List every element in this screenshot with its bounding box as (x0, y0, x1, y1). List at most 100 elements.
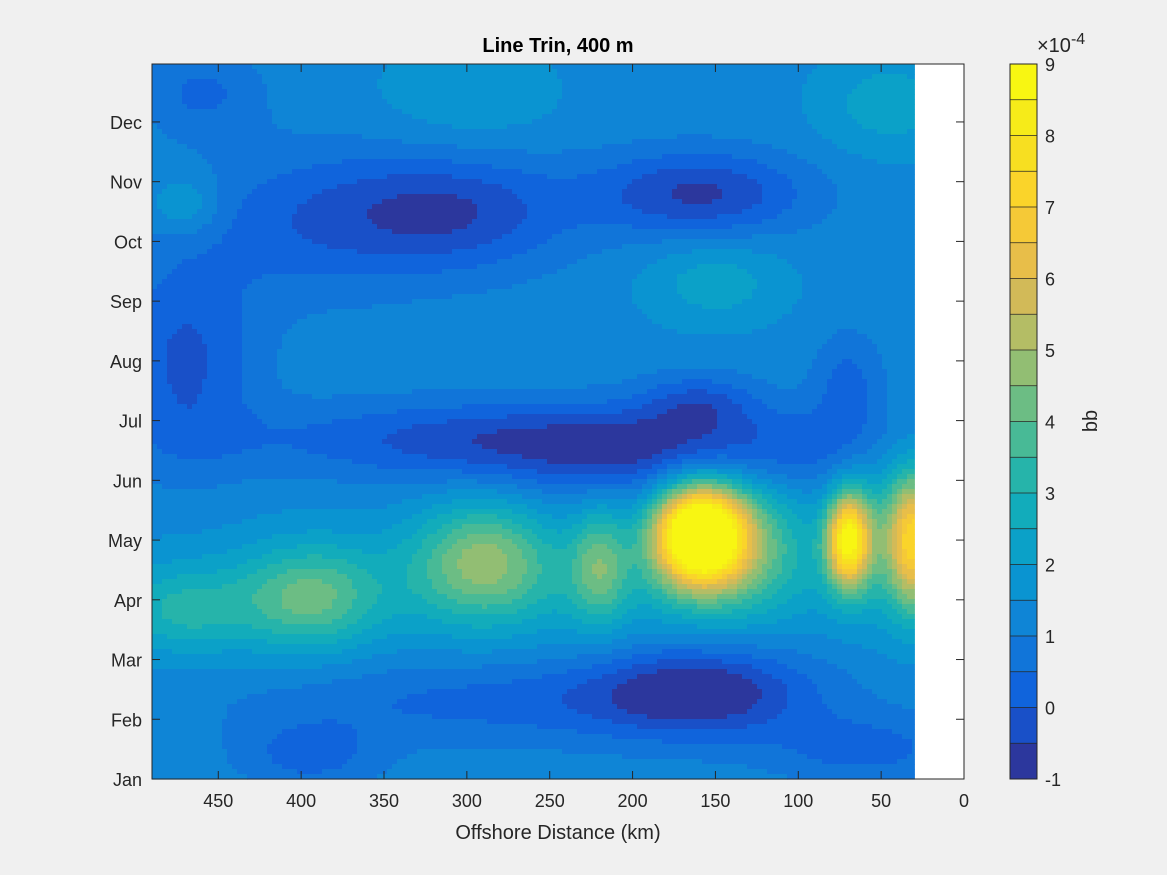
contour-cell (792, 509, 818, 515)
colorbar-tick-label: 7 (1045, 198, 1055, 218)
contour-cell (767, 324, 915, 330)
contour-cell (377, 594, 423, 600)
contour-cell (642, 509, 648, 515)
contour-cell (752, 139, 833, 145)
contour-cell (897, 489, 903, 495)
contour-cell (752, 374, 808, 380)
contour-cell (297, 544, 338, 550)
contour-cell (772, 594, 793, 600)
contour-cell (657, 414, 718, 420)
contour-cell (882, 524, 893, 530)
contour-cell (842, 564, 858, 570)
contour-cell (152, 469, 463, 475)
contour-cell (242, 344, 283, 350)
contour-cell (417, 549, 433, 555)
contour-cell (467, 459, 548, 465)
contour-cell (427, 574, 448, 580)
contour-cell (822, 549, 828, 555)
contour-cell (207, 364, 243, 370)
contour-cell (867, 414, 888, 420)
contour-cell (797, 269, 915, 275)
contour-cell (652, 494, 658, 500)
contour-cell (832, 489, 838, 495)
contour-cell (867, 389, 888, 395)
contour-cell (787, 579, 823, 585)
contour-cell (297, 204, 373, 210)
contour-cell (367, 609, 453, 615)
contour-cell (527, 279, 633, 285)
contour-cell (787, 704, 828, 710)
contour-cell (852, 439, 878, 445)
contour-cell (162, 609, 263, 615)
contour-cell (867, 559, 873, 565)
contour-cell (382, 619, 443, 625)
x-tick-label: 400 (286, 791, 316, 811)
contour-cell (642, 174, 748, 180)
contour-cell (322, 664, 483, 670)
contour-cell (677, 404, 713, 410)
y-tick-label: Aug (110, 352, 142, 372)
contour-cell (652, 509, 658, 515)
contour-cell (887, 379, 915, 385)
contour-cell (497, 489, 543, 495)
contour-cell (357, 739, 663, 745)
contour-cell (167, 354, 208, 360)
contour-cell (632, 139, 753, 145)
contour-cell (717, 454, 728, 460)
contour-cell (667, 529, 673, 535)
contour-cell (807, 114, 853, 120)
contour-cell (382, 69, 558, 75)
contour-cell (662, 449, 698, 455)
contour-cell (412, 534, 428, 540)
contour-cell (727, 504, 733, 510)
contour-cell (667, 474, 678, 480)
y-tick-label: Dec (110, 113, 142, 133)
contour-cell (647, 389, 688, 395)
contour-cell (452, 159, 633, 165)
contour-cell (802, 109, 848, 115)
contour-cell (152, 314, 243, 320)
contour-cell (567, 264, 648, 270)
contour-cell (842, 474, 888, 480)
contour-cell (647, 534, 653, 540)
contour-cell (157, 204, 203, 210)
contour-cell (377, 599, 428, 605)
contour-cell (752, 679, 783, 685)
contour-cell (387, 769, 768, 775)
contour-cell (642, 524, 648, 530)
contour-cell (612, 694, 763, 700)
contour-cell (757, 524, 763, 530)
contour-cell (337, 594, 358, 600)
contour-cell (847, 519, 853, 525)
contour-cell (902, 489, 915, 495)
contour-cell (377, 464, 508, 470)
contour-cell (737, 554, 743, 560)
contour-cell (822, 484, 828, 490)
contour-cell (897, 609, 908, 615)
contour-cell (357, 249, 453, 255)
contour-cell (572, 614, 623, 620)
contour-cell (852, 574, 858, 580)
contour-cell (827, 704, 903, 710)
contour-cell (417, 529, 438, 535)
contour-cell (832, 709, 915, 715)
contour-cell (897, 549, 903, 555)
contour-cell (707, 584, 728, 590)
contour-cell (647, 554, 653, 560)
contour-cell (412, 424, 548, 430)
contour-cell (742, 559, 748, 565)
contour-cell (162, 189, 198, 195)
contour-cell (152, 704, 228, 710)
contour-cell (152, 774, 248, 780)
contour-cell (777, 489, 803, 495)
contour-cell (817, 519, 823, 525)
contour-cell (642, 554, 648, 560)
contour-cell (412, 389, 648, 395)
contour-cell (907, 74, 915, 80)
contour-cell (152, 194, 158, 200)
contour-cell (827, 524, 833, 530)
contour-cell (272, 549, 363, 555)
contour-cell (332, 619, 358, 625)
contour-cell (787, 689, 818, 695)
contour-cell (152, 594, 168, 600)
